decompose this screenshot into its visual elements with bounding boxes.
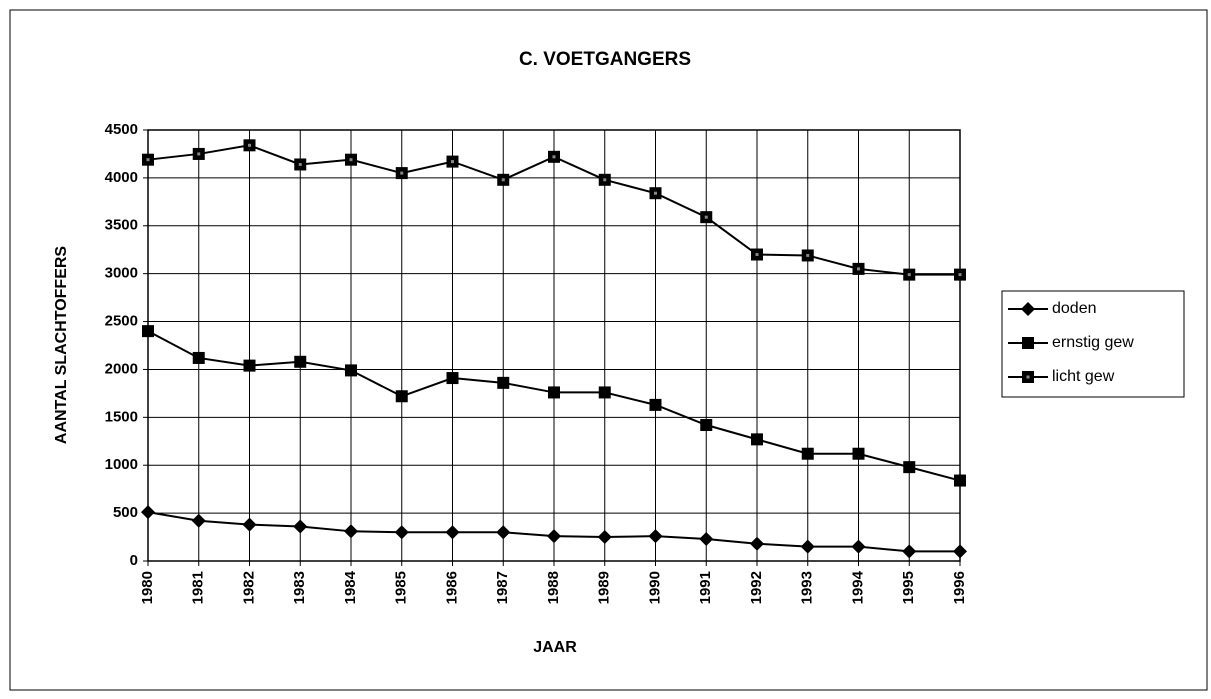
x-tick-label: 1984 (342, 570, 359, 604)
point-dot (197, 152, 201, 156)
point-dot (349, 158, 353, 162)
point-dot (958, 273, 962, 277)
point-dot (552, 155, 556, 159)
point (243, 359, 256, 372)
legend-label: ernstig gew (1052, 334, 1134, 351)
point-dot (654, 191, 657, 195)
point (852, 447, 865, 460)
x-tick-label: 1986 (443, 571, 460, 604)
point (598, 386, 611, 399)
x-tick-label: 1980 (139, 571, 156, 604)
x-tick-label: 1985 (393, 571, 410, 604)
point-dot (755, 253, 759, 257)
point (953, 544, 967, 559)
x-tick-label: 1987 (494, 571, 511, 604)
point-dot (907, 273, 911, 277)
legend-marker (1021, 302, 1035, 316)
point-dot (451, 160, 454, 164)
point (801, 447, 814, 460)
y-tick-label: 3000 (105, 265, 138, 282)
legend-marker (1022, 337, 1034, 349)
point (597, 530, 612, 545)
x-tick-label: 1995 (900, 571, 917, 604)
y-tick-label: 4000 (105, 169, 138, 186)
x-axis-label: JAAR (533, 639, 577, 656)
y-tick-label: 2000 (105, 360, 138, 377)
point (649, 398, 662, 411)
point-dot (400, 171, 404, 175)
point (547, 529, 561, 544)
point (191, 513, 206, 528)
point-dot (603, 178, 607, 182)
x-tick-label: 1990 (646, 571, 663, 604)
point (192, 351, 205, 364)
point-dot (298, 162, 302, 166)
point (902, 544, 917, 559)
point (445, 525, 460, 540)
x-tick-label: 1989 (596, 571, 613, 604)
y-tick-label: 0 (130, 552, 138, 569)
chart-frame (9, 9, 1208, 691)
point-dot (248, 143, 251, 147)
x-tick-label: 1993 (799, 571, 816, 604)
chart-title: C. VOETGANGERS (519, 49, 691, 70)
point (750, 536, 764, 551)
y-tick-label: 4500 (105, 121, 138, 138)
point-dot (704, 215, 708, 219)
x-tick-label: 1981 (190, 571, 207, 604)
legend-label: doden (1052, 300, 1097, 317)
point-dot (806, 253, 810, 257)
point (345, 364, 357, 377)
y-tick-label: 500 (113, 504, 138, 521)
point (800, 539, 815, 554)
point-dot (146, 158, 150, 162)
x-tick-label: 1992 (748, 571, 765, 604)
point (141, 505, 155, 520)
point (954, 474, 966, 487)
point (294, 355, 307, 368)
legend-marker-dot (1026, 375, 1030, 379)
point (142, 325, 154, 338)
y-axis-label: AANTAL SLACHTOFFERS (53, 246, 70, 445)
x-tick-label: 1983 (291, 571, 308, 604)
x-tick-label: 1996 (951, 571, 968, 604)
point (903, 461, 916, 474)
y-tick-label: 1000 (105, 456, 138, 473)
point (699, 531, 714, 546)
point (648, 529, 663, 544)
y-tick-label: 1500 (105, 408, 138, 425)
point (395, 390, 408, 403)
y-tick-label: 3500 (105, 217, 138, 234)
legend-label: licht gew (1052, 368, 1115, 385)
point (293, 519, 308, 534)
point (394, 525, 409, 540)
point (344, 524, 358, 539)
x-tick-label: 1994 (849, 570, 866, 604)
point (751, 433, 763, 446)
x-tick-label: 1982 (240, 571, 257, 604)
point (548, 386, 560, 399)
point (497, 376, 510, 389)
x-tick-label: 1988 (545, 571, 562, 604)
point (446, 372, 459, 385)
x-tick-label: 1991 (697, 571, 714, 604)
point (851, 539, 866, 554)
point (496, 525, 511, 540)
point (700, 418, 713, 431)
y-tick-label: 2500 (105, 313, 138, 330)
point-dot (501, 178, 505, 182)
point-dot (857, 267, 860, 271)
point (242, 517, 257, 532)
